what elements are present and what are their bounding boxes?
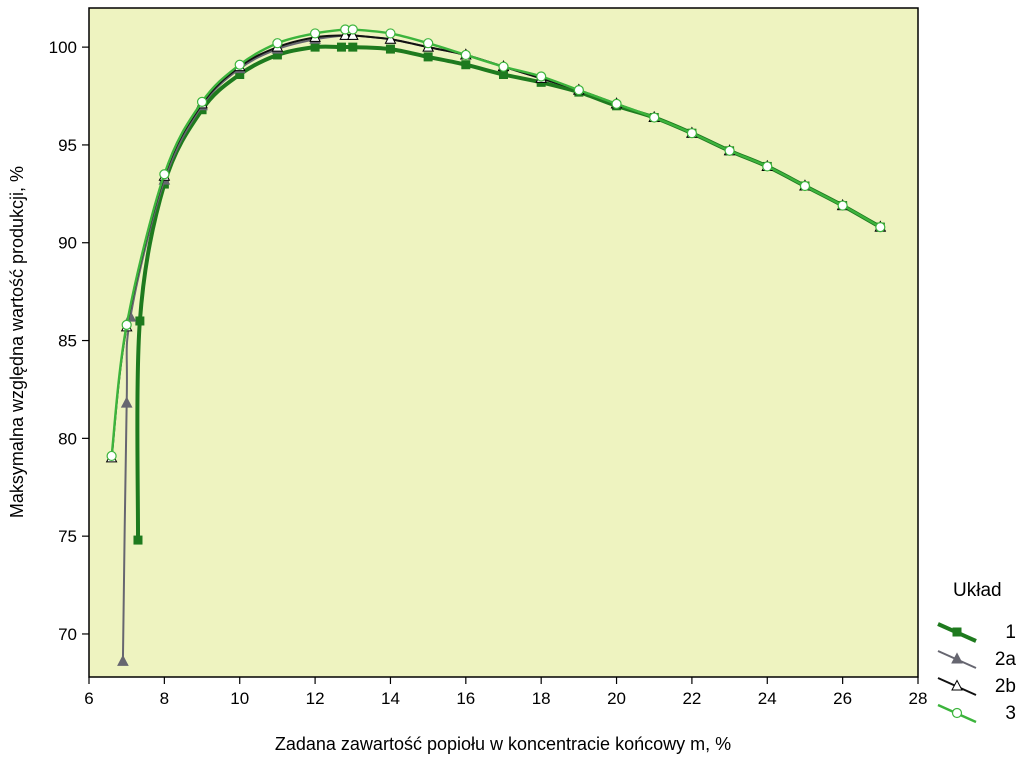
data-point-1 (499, 70, 508, 80)
data-point-3 (837, 200, 848, 211)
data-point-3 (536, 71, 547, 82)
data-point-3 (196, 96, 208, 107)
data-point-3 (649, 112, 660, 123)
legend-swatch-marker (951, 652, 963, 664)
legend-swatch-marker (952, 627, 962, 637)
x-tick-label: 22 (682, 689, 701, 708)
legend-entry-1: 1 (937, 622, 1016, 643)
data-point-3 (385, 28, 396, 39)
y-tick-label: 75 (58, 527, 77, 546)
y-tick-label: 80 (58, 429, 77, 448)
y-tick-label: 70 (58, 625, 77, 644)
data-point-1 (310, 42, 320, 52)
data-point-3 (799, 180, 811, 192)
legend-label: 2b (995, 676, 1016, 697)
data-point-3 (121, 319, 132, 330)
y-tick-label: 100 (49, 38, 77, 57)
x-tick-label: 6 (84, 689, 93, 708)
data-point-3 (347, 24, 358, 35)
data-point-3 (272, 38, 283, 49)
data-point-3 (159, 169, 170, 180)
y-tick-label: 95 (58, 136, 77, 155)
data-point-2b (384, 32, 397, 44)
data-point-3 (234, 59, 245, 70)
data-point-3 (423, 38, 434, 49)
x-axis: 6 8 10 12 14 16 18 20 22 24 26 28 (84, 677, 927, 708)
data-point-1 (385, 44, 395, 54)
y-axis: 70 75 80 85 90 95 100 (49, 38, 89, 644)
data-point-3 (498, 61, 509, 72)
x-tick-label: 28 (909, 689, 928, 708)
plot-area (88, 7, 919, 678)
x-tick-label: 10 (230, 689, 249, 708)
data-point-3 (724, 145, 735, 156)
legend-entry-2a: 2a (937, 649, 1017, 670)
data-point-1 (272, 50, 282, 60)
data-point-3 (762, 161, 773, 172)
x-tick-label: 20 (607, 689, 626, 708)
data-point-3 (686, 128, 698, 139)
legend-label: 3 (1005, 703, 1016, 724)
data-point-3 (573, 85, 584, 96)
series-layer (105, 24, 887, 666)
data-point-1 (336, 42, 346, 52)
series-3 (106, 24, 886, 462)
data-point-3 (106, 450, 117, 462)
data-point-1 (423, 52, 433, 62)
data-point-2b (339, 28, 352, 40)
data-point-1 (348, 42, 358, 52)
x-tick-label: 16 (456, 689, 475, 708)
legend-swatch-marker (951, 679, 963, 691)
legend-title: Układ (953, 580, 1002, 601)
legend: 1 2a 2b 3 (937, 622, 1017, 724)
data-point-2b (346, 28, 359, 40)
x-axis-title: Zadana zawartość popiołu w koncentracie … (275, 734, 731, 754)
data-point-1 (235, 70, 245, 80)
y-tick-label: 90 (58, 234, 77, 253)
y-axis-title: Maksymalna względna wartość produkcji, % (7, 166, 27, 518)
data-point-2a (120, 396, 133, 408)
y-tick-label: 85 (58, 332, 77, 351)
x-tick-label: 14 (381, 689, 400, 708)
x-tick-label: 26 (833, 689, 852, 708)
data-point-3 (309, 28, 321, 39)
data-point-1 (133, 535, 143, 545)
legend-entry-3: 3 (937, 703, 1016, 724)
data-point-3 (460, 49, 471, 61)
x-tick-label: 12 (306, 689, 325, 708)
data-point-2a (117, 654, 129, 666)
data-point-1 (135, 316, 145, 326)
legend-label: 1 (1005, 622, 1016, 643)
x-tick-label: 24 (758, 689, 777, 708)
data-point-1 (461, 60, 471, 70)
data-point-3 (611, 98, 622, 109)
x-tick-label: 18 (532, 689, 551, 708)
x-tick-label: 8 (160, 689, 169, 708)
legend-label: 2a (995, 649, 1017, 670)
legend-swatch-marker (951, 707, 963, 719)
data-point-3 (875, 221, 886, 233)
legend-entry-2b: 2b (937, 676, 1016, 697)
